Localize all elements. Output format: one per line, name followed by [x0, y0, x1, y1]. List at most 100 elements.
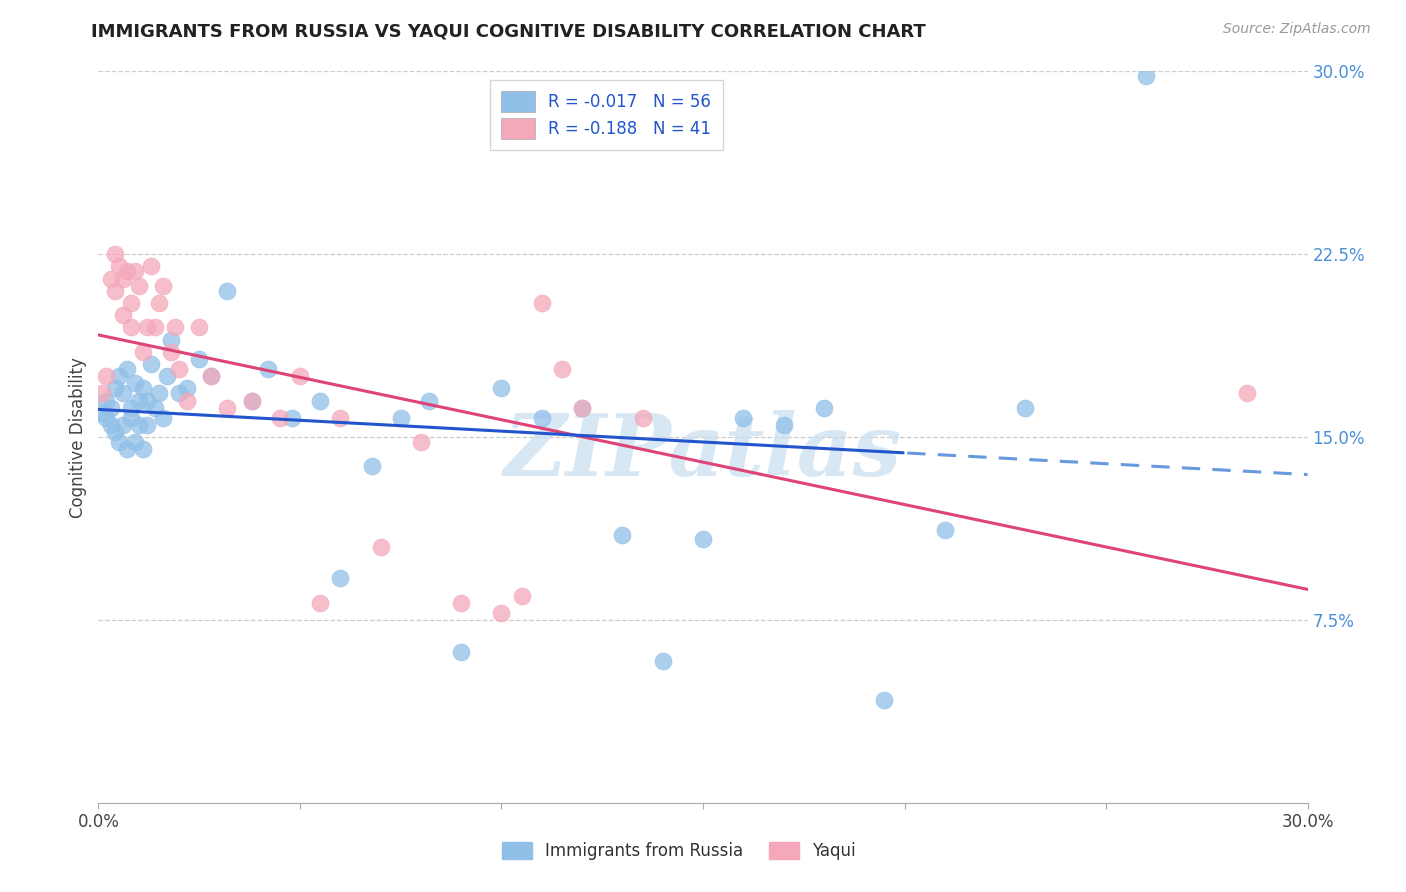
Point	[370, 540, 392, 554]
Point	[450, 596, 472, 610]
Point	[143, 401, 166, 415]
Point	[692, 533, 714, 547]
Point	[491, 606, 513, 620]
Point	[200, 369, 222, 384]
Point	[103, 381, 125, 395]
Point	[96, 410, 118, 425]
Point	[530, 410, 553, 425]
Point	[281, 410, 304, 425]
Point	[1236, 386, 1258, 401]
Point	[148, 386, 170, 401]
Point	[111, 271, 134, 285]
Point	[309, 596, 332, 610]
Point	[96, 369, 118, 384]
Point	[176, 381, 198, 395]
Point	[139, 357, 162, 371]
Point	[132, 381, 155, 395]
Point	[143, 320, 166, 334]
Point	[934, 523, 956, 537]
Point	[135, 417, 157, 432]
Point	[200, 369, 222, 384]
Point	[124, 376, 146, 391]
Point	[329, 572, 352, 586]
Point	[152, 279, 174, 293]
Point	[120, 410, 142, 425]
Point	[115, 264, 138, 278]
Point	[329, 410, 352, 425]
Point	[96, 393, 118, 408]
Point	[124, 264, 146, 278]
Point	[132, 344, 155, 359]
Point	[510, 589, 533, 603]
Point	[107, 260, 129, 274]
Point	[361, 459, 384, 474]
Point	[111, 308, 134, 322]
Point	[91, 386, 114, 401]
Point	[124, 434, 146, 449]
Point	[612, 527, 634, 541]
Point	[120, 296, 142, 310]
Point	[135, 393, 157, 408]
Point	[100, 271, 122, 285]
Point	[100, 417, 122, 432]
Text: Source: ZipAtlas.com: Source: ZipAtlas.com	[1223, 22, 1371, 37]
Point	[240, 393, 263, 408]
Point	[120, 401, 142, 415]
Point	[103, 284, 125, 298]
Point	[111, 386, 134, 401]
Point	[1014, 401, 1036, 415]
Point	[160, 333, 183, 347]
Point	[132, 442, 155, 457]
Point	[103, 425, 125, 440]
Point	[240, 393, 263, 408]
Point	[651, 654, 673, 668]
Point	[188, 320, 211, 334]
Point	[156, 369, 179, 384]
Y-axis label: Cognitive Disability: Cognitive Disability	[69, 357, 87, 517]
Point	[120, 320, 142, 334]
Point	[107, 369, 129, 384]
Point	[256, 361, 278, 376]
Point	[217, 284, 239, 298]
Point	[176, 393, 198, 408]
Point	[103, 247, 125, 261]
Point	[167, 361, 190, 376]
Point	[269, 410, 291, 425]
Point	[772, 417, 794, 432]
Point	[217, 401, 239, 415]
Point	[107, 434, 129, 449]
Point	[160, 344, 183, 359]
Point	[409, 434, 432, 449]
Point	[389, 410, 412, 425]
Point	[813, 401, 835, 415]
Point	[128, 279, 150, 293]
Point	[115, 442, 138, 457]
Point	[418, 393, 440, 408]
Point	[733, 410, 755, 425]
Point	[135, 320, 157, 334]
Point	[450, 645, 472, 659]
Point	[530, 296, 553, 310]
Point	[128, 393, 150, 408]
Point	[152, 410, 174, 425]
Point	[111, 417, 134, 432]
Legend: Immigrants from Russia, Yaqui: Immigrants from Russia, Yaqui	[502, 842, 855, 860]
Point	[551, 361, 574, 376]
Point	[309, 393, 332, 408]
Point	[1135, 69, 1157, 83]
Point	[491, 381, 513, 395]
Point	[100, 401, 122, 415]
Point	[571, 401, 593, 415]
Point	[148, 296, 170, 310]
Point	[571, 401, 593, 415]
Point	[91, 406, 114, 420]
Point	[188, 352, 211, 367]
Point	[163, 320, 186, 334]
Point	[128, 417, 150, 432]
Point	[288, 369, 311, 384]
Point	[873, 693, 896, 707]
Point	[139, 260, 162, 274]
Point	[167, 386, 190, 401]
Text: IMMIGRANTS FROM RUSSIA VS YAQUI COGNITIVE DISABILITY CORRELATION CHART: IMMIGRANTS FROM RUSSIA VS YAQUI COGNITIV…	[91, 22, 927, 40]
Point	[631, 410, 654, 425]
